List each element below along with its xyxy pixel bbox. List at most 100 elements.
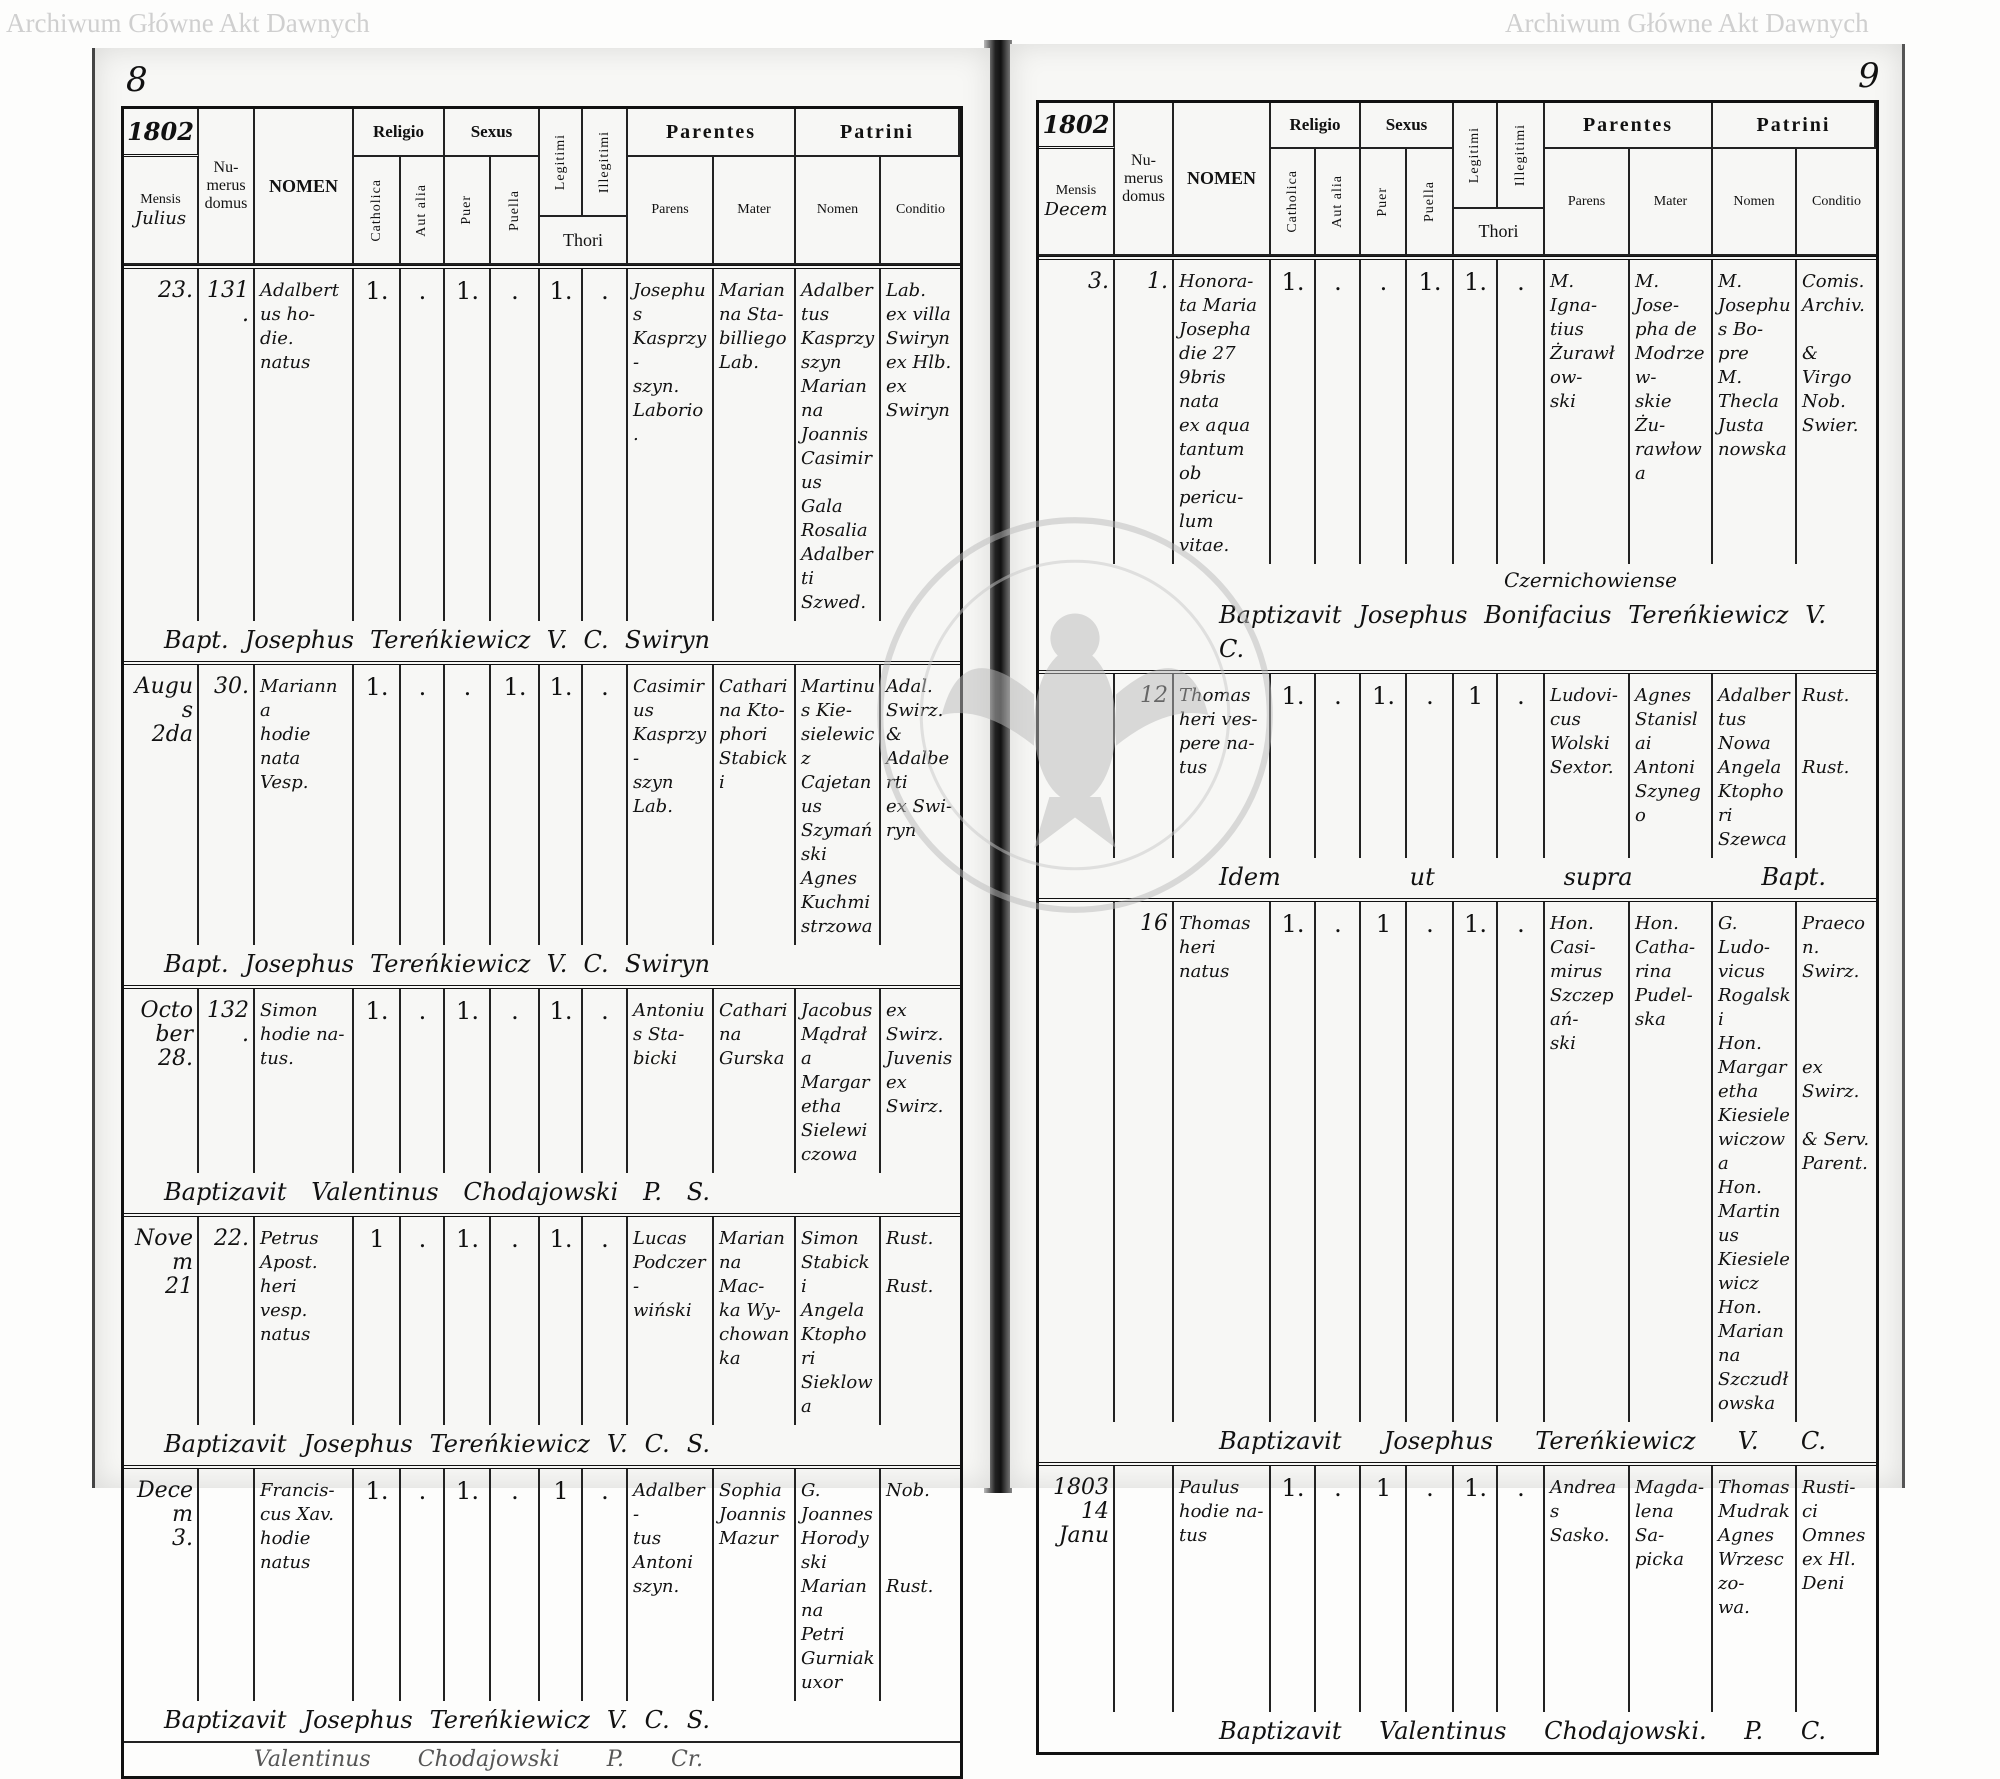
entry-date: October 28.: [124, 989, 199, 1173]
entry-parens: Antonius Sta- bicki: [628, 989, 714, 1173]
puella-header: Puella: [491, 157, 540, 265]
entry-house: [1115, 1466, 1174, 1712]
catholica-header: Catholica: [354, 157, 401, 265]
puella-label: Puella: [506, 189, 522, 231]
entry-aut-alia: .: [1316, 902, 1361, 1422]
mater-header: Mater: [714, 157, 796, 265]
baptism-word: Baptizavit: [164, 1706, 287, 1734]
entry-house: [199, 1469, 255, 1701]
archive-watermark-text: Archiwum Główne Akt Dawnych: [1505, 8, 1869, 38]
baptism-word: Tereńkiewicz: [429, 1430, 590, 1458]
baptism-word: Bapt.: [164, 950, 229, 978]
baptism-word: V.: [546, 950, 568, 978]
parens-header: Parens: [628, 157, 714, 265]
illegitimi-header: Illegitimi: [583, 109, 628, 217]
entry-legitimi: 1: [540, 1469, 583, 1701]
baptism-entry: Novem 21 22. Petrus Apost. heri vesp. natu…: [124, 1217, 960, 1469]
puer-label: Puer: [1375, 186, 1390, 217]
illegitimi-label: Illegitimi: [1512, 123, 1528, 187]
entry-mater: Hon. Catha- rina Pudel- ska: [1630, 902, 1713, 1422]
baptism-note: Baptizavit Josephus Tereńkiewicz V. C. S.: [124, 1701, 960, 1741]
baptism-entry: Augus 2da 30. Marianna hodie nata Vesp. 1..…: [124, 665, 960, 989]
entry-conditio: Nob. Rust.: [886, 1480, 934, 1597]
entry-patrinus: G. Ludo- vicus Rogalski Hon. Margaretha …: [1713, 902, 1797, 1422]
mensis-header: Mensis Decem: [1039, 149, 1115, 256]
month-value: Decem: [1044, 199, 1108, 220]
baptism-word: Valentinus: [311, 1178, 439, 1206]
entry-mater: Marianna Sta- billiego Lab.: [714, 269, 796, 621]
year-cell: 1802: [124, 109, 199, 157]
illegitimi-label: Illegitimi: [596, 130, 612, 194]
entry-mater: Magda- lena Sa- picka: [1630, 1466, 1713, 1712]
archive-seal-watermark: [877, 517, 1273, 913]
entry-conditio: ex Swirz. Juvenis ex Swirz.: [886, 1000, 953, 1117]
entry-puella: .: [491, 269, 540, 621]
patrini-header: Patrini: [796, 109, 960, 157]
eagle-emblem-icon: [941, 613, 1209, 849]
catholica-label: Catholica: [368, 178, 384, 242]
entry-nomen: Petrus Apost. heri vesp. natus: [255, 1217, 354, 1425]
entry-legitimi: 1.: [540, 665, 583, 945]
entry-parens: Casimirus Kasprzy- szyn Lab.: [628, 665, 714, 945]
entry-illegitimi: .: [583, 1469, 628, 1701]
entry-puer: 1.: [445, 1469, 491, 1701]
entry-house: 131.: [199, 269, 255, 621]
register-table-right: 1802 Mensis Decem Nu- merus domus NOMEN …: [1036, 100, 1879, 1755]
aut-alia-header: Aut alia: [1316, 149, 1361, 256]
mensis-header: Mensis Julius: [124, 157, 199, 265]
entry-aut-alia: .: [401, 269, 445, 621]
baptism-note: Baptizavit Josephus Tereńkiewicz V. C. S.: [124, 1425, 960, 1465]
entry-catholica: 1.: [354, 1469, 401, 1701]
baptism-word: P.: [1744, 1717, 1764, 1745]
baptism-word: Bapt.: [164, 626, 229, 654]
baptism-word: Bonifacius: [1484, 601, 1612, 629]
entry-catholica: 1.: [354, 989, 401, 1173]
entry-puer: 1: [1361, 902, 1407, 1422]
baptism-word: V.: [546, 626, 568, 654]
nomen-header: NOMEN: [255, 109, 354, 265]
entry-patrinus: G. Joannes Horodyski Marianna Petri Gurn…: [796, 1469, 881, 1701]
entry-illegitimi: .: [583, 989, 628, 1173]
entry-puella: 1.: [491, 665, 540, 945]
baptism-word: Baptizavit: [1219, 1717, 1342, 1745]
entry-aut-alia: .: [401, 1469, 445, 1701]
baptism-word: supra: [1563, 863, 1633, 891]
baptism-entry: 16 Thomas heri natus 1.. 1. 1.. Hon. Casi- mi…: [1039, 902, 1876, 1466]
entry-parens: Andreas Sasko.: [1545, 1466, 1630, 1712]
entry-illegitimi: .: [1498, 674, 1545, 858]
entry-mater: Agnes Stanislai Antoni Szynego: [1630, 674, 1713, 858]
baptism-word: Josephus: [244, 626, 354, 654]
entry-nomen: Francis- cus Xav. hodie natus: [255, 1469, 354, 1701]
entry-mater: M. Jose- pha de Modrzew- skie Żu- rawłow…: [1630, 260, 1713, 564]
entry-conditio: Rust. Rust.: [1802, 685, 1850, 778]
entry-patrinus: Adalbertus Kasprzyszyn Marianna Joannis …: [796, 269, 881, 621]
baptism-word: C.: [583, 626, 609, 654]
parentes-header: Parentes: [1545, 103, 1713, 149]
entries-left: 23. 131. Adalbertus ho- die. natus 1.. 1.. 1.…: [124, 269, 960, 1741]
entry-illegitimi: .: [583, 665, 628, 945]
entry-legitimi: 1.: [1454, 902, 1498, 1422]
baptism-word: Swiryn: [624, 950, 710, 978]
sexus-header: Sexus: [445, 109, 540, 157]
entry-patrinus: Jacobus Mądrała Margaretha Sielewiczowa: [796, 989, 881, 1173]
baptism-word: V.: [606, 1430, 628, 1458]
patrini-nomen-header: Nomen: [1713, 149, 1797, 256]
baptism-word: Valentinus: [1379, 1717, 1507, 1745]
baptism-word: Josephus: [244, 950, 354, 978]
entry-nomen: Simon hodie na- tus.: [255, 989, 354, 1173]
numerus-domus-header: Nu- merus domus: [1115, 103, 1174, 256]
table-header: 1802 Mensis Decem Nu- merus domus NOMEN …: [1039, 103, 1876, 260]
entry-date: [1039, 902, 1115, 1422]
legitimi-label: Legitimi: [552, 133, 568, 191]
baptism-word: C.: [644, 1430, 670, 1458]
baptism-word: Tereńkiewicz: [1535, 1427, 1696, 1455]
entry-illegitimi: .: [1498, 902, 1545, 1422]
page-number-left: 8: [126, 60, 148, 100]
mensis-label: Mensis: [1055, 183, 1097, 198]
entry-aut-alia: .: [1316, 1466, 1361, 1712]
patrini-nomen-header: Nomen: [796, 157, 881, 265]
entry-puella: .: [491, 989, 540, 1173]
baptism-word: S.: [686, 1430, 710, 1458]
right-page: [1010, 44, 1905, 1488]
entry-margin-note: Czernichowiense: [1504, 568, 1677, 592]
